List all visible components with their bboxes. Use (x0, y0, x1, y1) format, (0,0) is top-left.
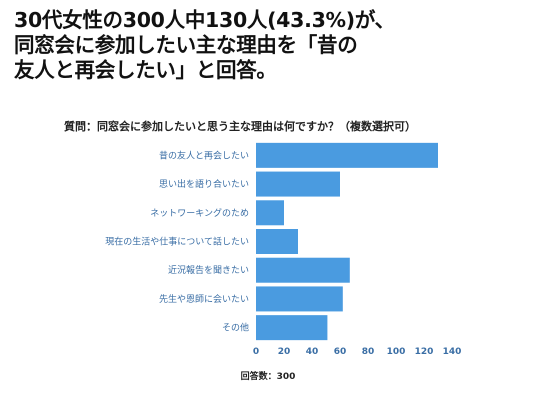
bar-3 (256, 229, 298, 254)
category-label-5: 先生や恩師に会いたい (159, 293, 249, 305)
x-tick-label-6: 120 (415, 347, 434, 357)
headline-line-2: 同窓会に参加したい主な理由を「昔の (14, 33, 358, 57)
x-tick-label-7: 140 (443, 347, 462, 357)
chart-title: 質問：同窓会に参加したいと思う主な理由は何ですか？（複数選択可） (64, 120, 416, 133)
category-label-2: ネットワーキングのため (150, 207, 249, 219)
headline-line-3: 友人と再会したい」と回答。 (14, 58, 277, 82)
category-label-6: その他 (222, 322, 249, 334)
bar-2 (256, 200, 284, 226)
category-label-3: 現在の生活や仕事について話したい (105, 236, 249, 248)
bar-4 (256, 257, 350, 283)
bar-0 (256, 142, 438, 168)
response-count: 回答数：300 (240, 372, 296, 382)
bar-1 (256, 171, 340, 197)
bar-6 (256, 315, 328, 341)
category-label-0: 昔の友人と再会したい (159, 149, 249, 161)
x-tick-label-4: 80 (362, 347, 375, 357)
bar-5 (256, 286, 343, 312)
category-label-1: 思い出を語り合いたい (159, 178, 249, 190)
category-label-4: 近況報告を聞きたい (168, 264, 249, 276)
x-tick-label-0: 0 (253, 347, 259, 357)
x-tick-label-5: 100 (387, 347, 406, 357)
x-tick-label-3: 60 (334, 347, 347, 357)
x-tick-label-2: 40 (306, 347, 319, 357)
headline: 30代女性の300人中130人(43.3%)が、 同窓会に参加したい主な理由を「… (14, 8, 526, 83)
x-tick-label-1: 20 (278, 347, 291, 357)
headline-line-1: 30代女性の300人中130人(43.3%)が、 (14, 8, 395, 32)
